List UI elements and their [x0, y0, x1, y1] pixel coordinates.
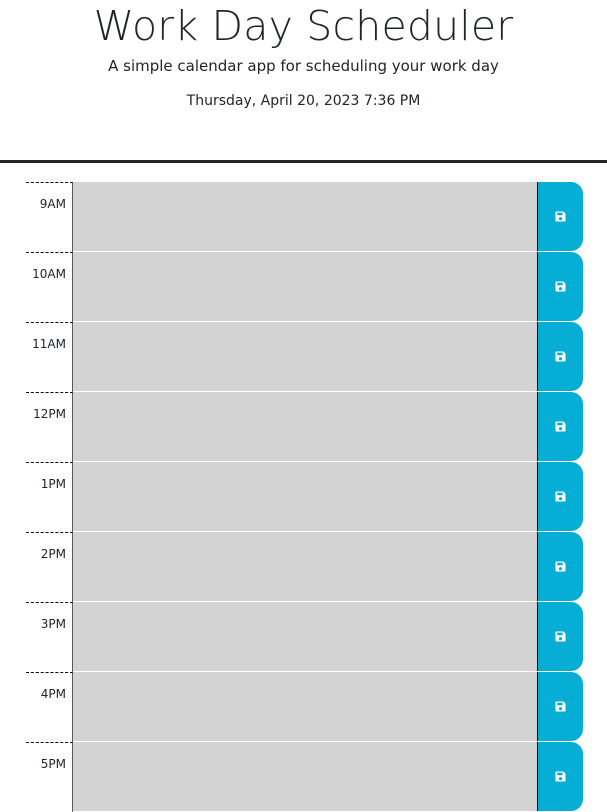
description-input[interactable]: [73, 182, 537, 252]
save-icon: [555, 351, 566, 362]
time-block-2pm: 2PM: [26, 532, 583, 602]
save-icon: [555, 211, 566, 222]
time-block-12pm: 12PM: [26, 392, 583, 462]
save-button[interactable]: [537, 182, 583, 251]
save-button[interactable]: [537, 252, 583, 321]
hour-label: 5PM: [26, 742, 73, 812]
save-icon: [555, 491, 566, 502]
schedule: 9AM 10AM 11AM 12PM 1PM 2PM: [26, 182, 583, 812]
time-block-5pm: 5PM: [26, 742, 583, 812]
description-input[interactable]: [73, 322, 537, 392]
save-button[interactable]: [537, 742, 583, 811]
time-block-11am: 11AM: [26, 322, 583, 392]
description-input[interactable]: [73, 602, 537, 672]
save-button[interactable]: [537, 462, 583, 531]
description-input[interactable]: [73, 462, 537, 532]
save-button[interactable]: [537, 532, 583, 601]
save-icon: [555, 561, 566, 572]
page-subtitle: A simple calendar app for scheduling you…: [108, 57, 499, 75]
hour-label: 10AM: [26, 252, 73, 322]
hour-label: 2PM: [26, 532, 73, 602]
hour-label: 9AM: [26, 182, 73, 252]
save-button[interactable]: [537, 322, 583, 391]
current-date-time: Thursday, April 20, 2023 7:36 PM: [186, 93, 421, 109]
save-icon: [555, 771, 566, 782]
save-icon: [555, 631, 566, 642]
save-button[interactable]: [537, 392, 583, 461]
description-input[interactable]: [73, 672, 537, 742]
description-input[interactable]: [73, 392, 537, 462]
hour-label: 4PM: [26, 672, 73, 742]
time-block-9am: 9AM: [26, 182, 583, 252]
save-icon: [555, 701, 566, 712]
page-title: Work Day Scheduler: [93, 2, 514, 50]
save-button[interactable]: [537, 602, 583, 671]
description-input[interactable]: [73, 252, 537, 322]
time-block-4pm: 4PM: [26, 672, 583, 742]
hour-label: 11AM: [26, 322, 73, 392]
save-button[interactable]: [537, 672, 583, 741]
description-input[interactable]: [73, 742, 537, 812]
time-block-10am: 10AM: [26, 252, 583, 322]
save-icon: [555, 281, 566, 292]
description-input[interactable]: [73, 532, 537, 602]
time-block-1pm: 1PM: [26, 462, 583, 532]
time-block-3pm: 3PM: [26, 602, 583, 672]
save-icon: [555, 421, 566, 432]
hour-label: 12PM: [26, 392, 73, 462]
page-header: Work Day Scheduler A simple calendar app…: [0, 0, 607, 163]
hour-label: 3PM: [26, 602, 73, 672]
hour-label: 1PM: [26, 462, 73, 532]
